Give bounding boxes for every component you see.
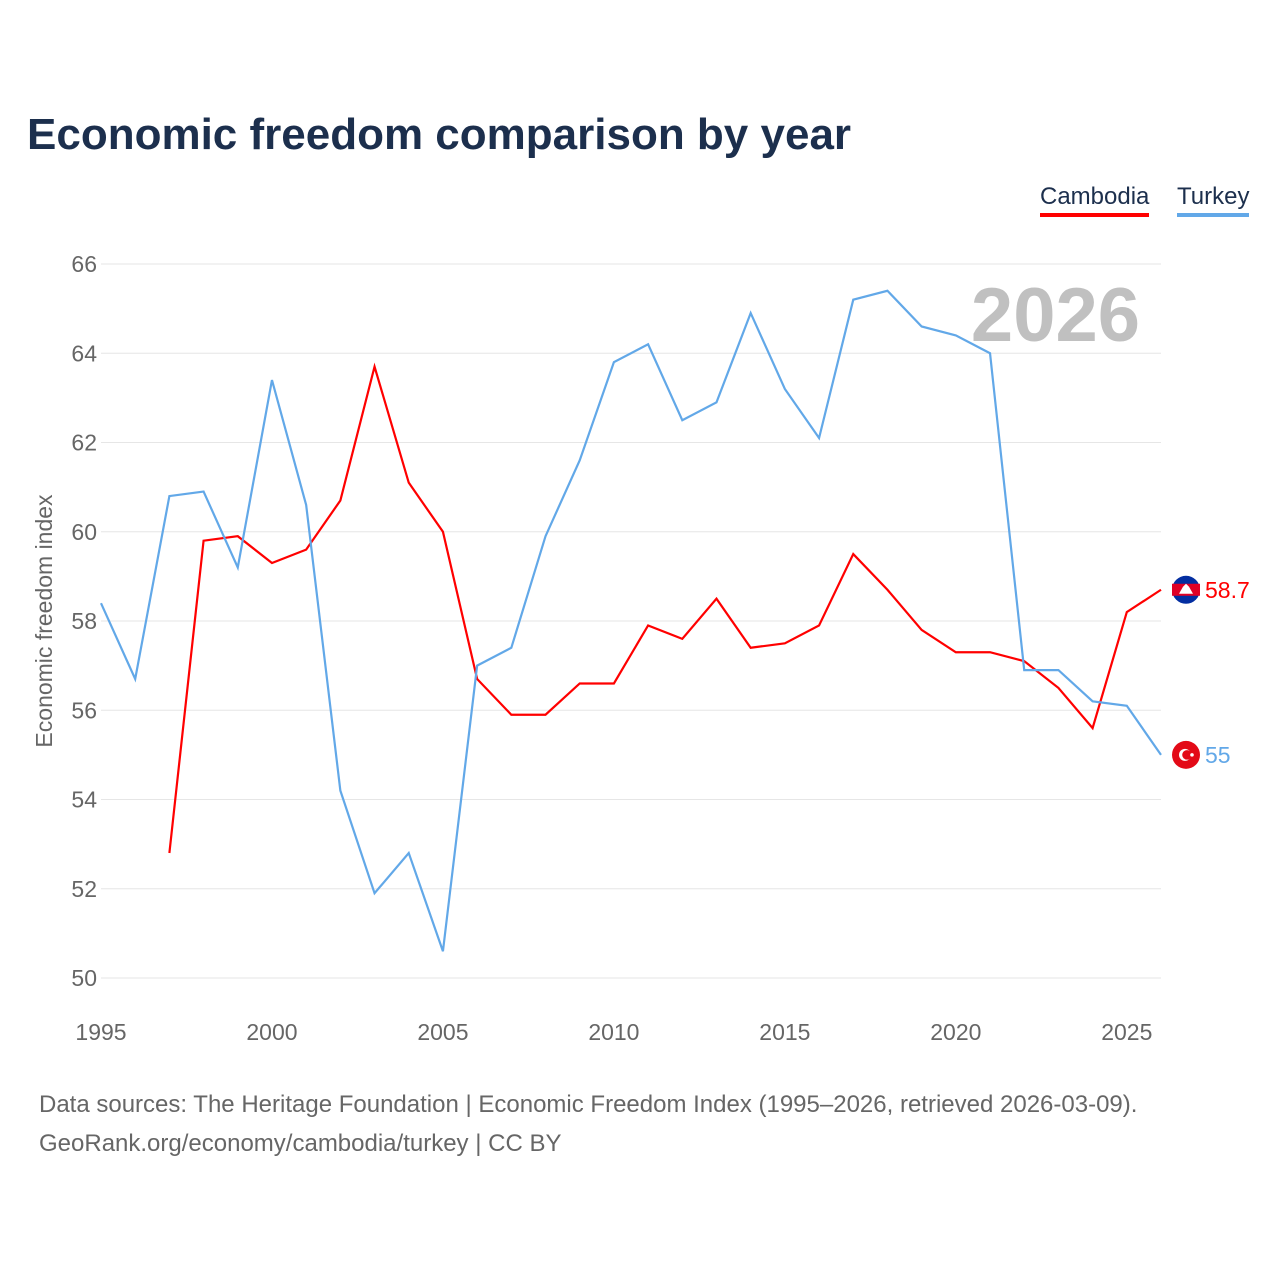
y-tick-label: 58 bbox=[71, 608, 97, 634]
x-tick-label: 1995 bbox=[75, 1019, 126, 1045]
angkor-wat-icon bbox=[1179, 583, 1193, 594]
y-axis-label: Economic freedom index bbox=[31, 494, 57, 748]
star-icon bbox=[1190, 753, 1194, 757]
chart-title: Economic freedom comparison by year bbox=[27, 110, 852, 159]
y-tick-label: 52 bbox=[71, 876, 97, 902]
legend-cambodia[interactable]: Cambodia bbox=[1040, 183, 1150, 217]
year-watermark: 2026 bbox=[971, 273, 1140, 358]
legend-turkey[interactable]: Turkey bbox=[1177, 183, 1250, 217]
x-tick-label: 2010 bbox=[588, 1019, 639, 1045]
series-line-cambodia bbox=[168, 362, 1162, 854]
y-tick-label: 50 bbox=[71, 965, 97, 991]
x-tick-label: 2015 bbox=[759, 1019, 810, 1045]
end-value-label: 55 bbox=[1205, 742, 1231, 768]
y-tick-label: 66 bbox=[71, 251, 97, 277]
x-tick-label: 2005 bbox=[417, 1019, 468, 1045]
footer: Data sources: The Heritage Foundation | … bbox=[39, 1085, 1137, 1163]
x-tick-label: 2020 bbox=[930, 1019, 981, 1045]
crescent-inner bbox=[1182, 750, 1192, 760]
y-tick-label: 64 bbox=[71, 340, 97, 366]
y-tick-label: 60 bbox=[71, 519, 97, 545]
source-link[interactable]: GeoRank.org/economy/cambodia/turkey | CC… bbox=[39, 1130, 562, 1157]
x-tick-label: 2025 bbox=[1101, 1019, 1152, 1045]
y-tick-label: 54 bbox=[71, 787, 97, 813]
series-line-turkey bbox=[99, 289, 1162, 952]
y-tick-label: 62 bbox=[71, 430, 97, 456]
y-tick-label: 56 bbox=[71, 697, 97, 723]
source-text: Data sources: The Heritage Foundation | … bbox=[39, 1091, 1138, 1118]
x-tick-label: 2000 bbox=[246, 1019, 297, 1045]
end-value-label: 58.7 bbox=[1205, 577, 1250, 603]
